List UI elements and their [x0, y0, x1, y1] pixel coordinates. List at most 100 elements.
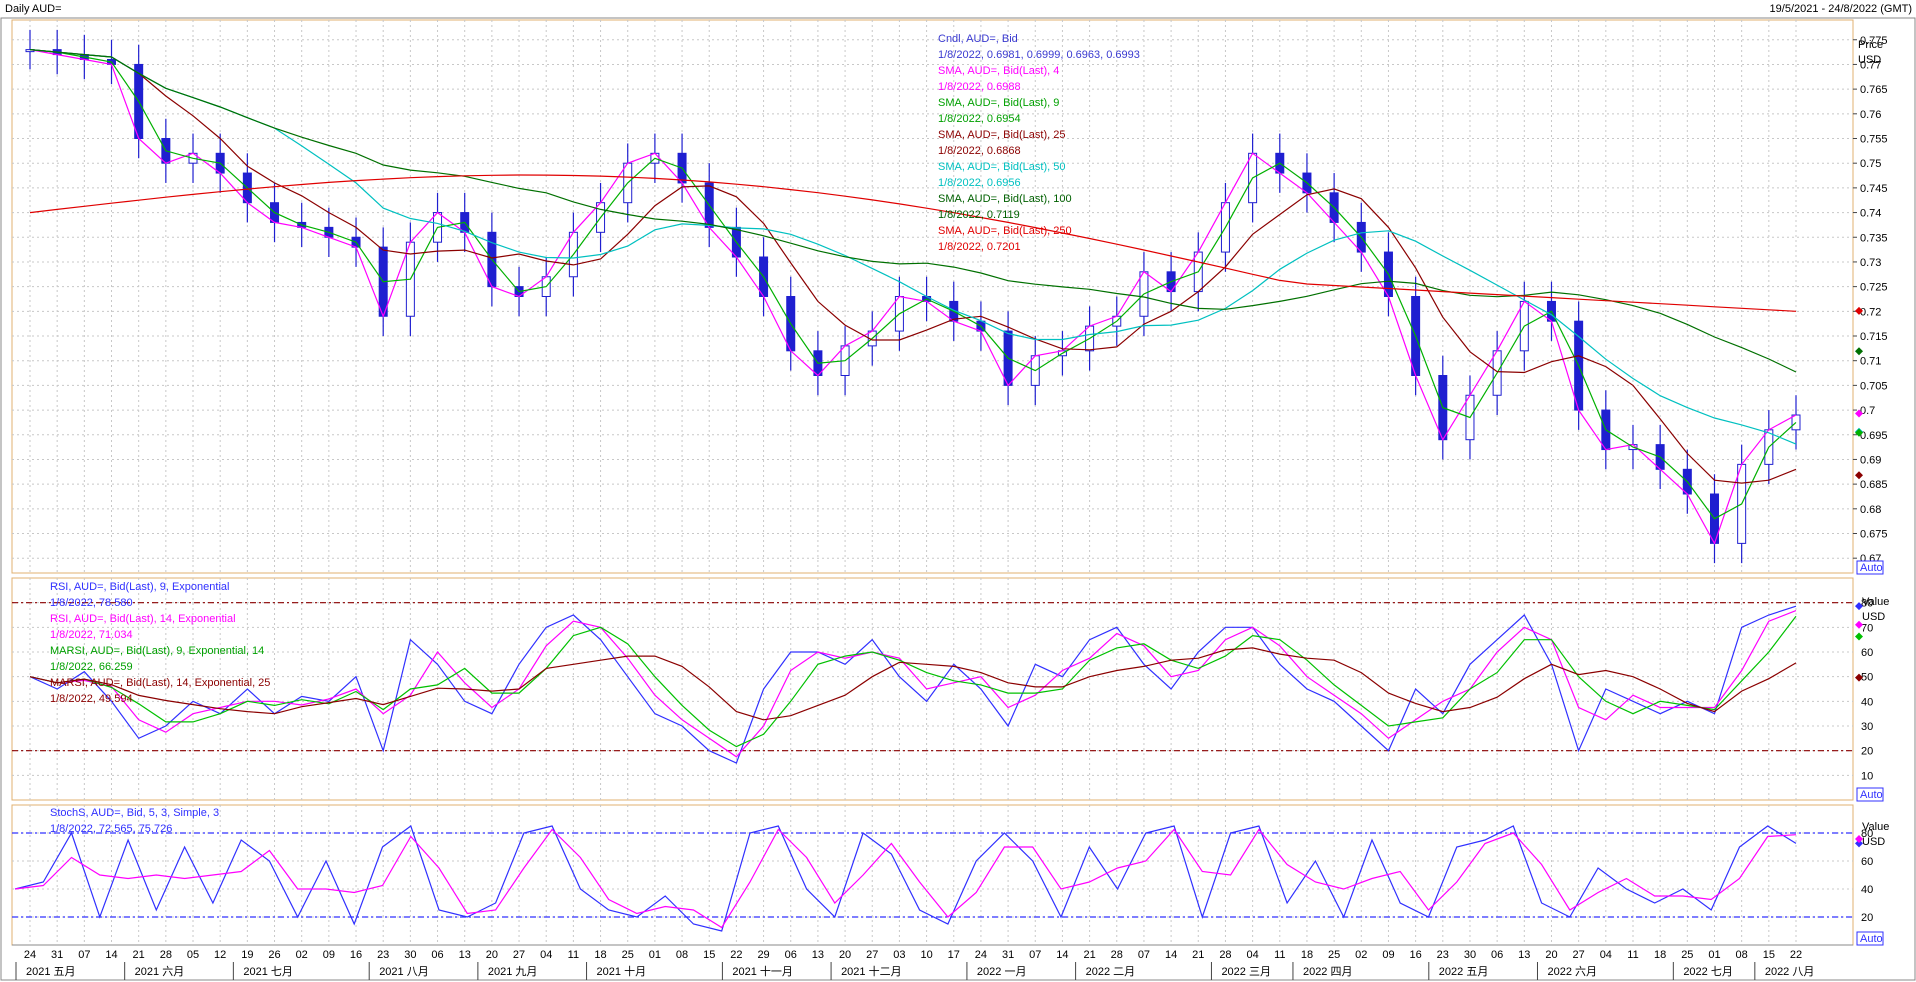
price-tick-label: 0.74 — [1860, 208, 1881, 220]
price-legend-name: Cndl, AUD=, Bid — [938, 33, 1018, 45]
sma9-line — [29, 49, 1797, 520]
x-tick-label: 04 — [540, 949, 552, 961]
sma100-line — [29, 49, 1797, 373]
price-tick-label: 0.745 — [1860, 183, 1888, 195]
x-tick-label: 12 — [214, 949, 226, 961]
x-tick-label: 31 — [1002, 949, 1014, 961]
x-tick-label: 18 — [594, 949, 606, 961]
x-tick-label: 15 — [1763, 949, 1775, 961]
x-tick-label: 10 — [920, 949, 932, 961]
rsi-legend-value: 1/8/2022, 71.034 — [50, 629, 133, 641]
x-tick-label: 05 — [187, 949, 199, 961]
x-tick-label: 11 — [1627, 949, 1638, 961]
x-tick-label: 29 — [757, 949, 769, 961]
stoch-last-marker — [1855, 834, 1863, 843]
x-tick-label: 03 — [893, 949, 905, 961]
price-legend-name: SMA, AUD=, Bid(Last), 9 — [938, 97, 1059, 109]
price-last-marker — [1855, 471, 1863, 480]
price-legend-value: 1/8/2022, 0.6868 — [938, 145, 1021, 157]
month-label: 2022 四月 — [1303, 966, 1353, 978]
x-tick-label: 28 — [160, 949, 172, 961]
price-tick-label: 0.705 — [1860, 380, 1888, 392]
price-tick-label: 0.76 — [1860, 109, 1881, 121]
x-tick-label: 06 — [785, 949, 797, 961]
price-tick-label: 0.69 — [1860, 454, 1881, 466]
x-tick-label: 16 — [1410, 949, 1422, 961]
rsi-auto-label: Auto — [1860, 789, 1883, 801]
price-tick-label: 0.72 — [1860, 306, 1881, 318]
x-tick-label: 18 — [1654, 949, 1666, 961]
x-tick-label: 23 — [1437, 949, 1449, 961]
month-label: 2021 五月 — [26, 966, 76, 978]
price-legend-value: 1/8/2022, 0.6981, 0.6999, 0.6963, 0.6993 — [938, 49, 1140, 61]
x-tick-label: 13 — [812, 949, 824, 961]
stoch-legend-value: 1/8/2022, 72.565, 75.726 — [50, 823, 172, 835]
x-tick-label: 08 — [1736, 949, 1748, 961]
x-tick-label: 07 — [1138, 949, 1150, 961]
sma4-line — [29, 49, 1797, 545]
stoch-auto-label: Auto — [1860, 933, 1883, 945]
month-label: 2022 五月 — [1439, 966, 1489, 978]
rsi-legend-value: 1/8/2022, 49.594 — [50, 693, 133, 705]
x-tick-label: 01 — [1708, 949, 1720, 961]
x-tick-label: 01 — [649, 949, 661, 961]
month-label: 2022 六月 — [1547, 965, 1597, 978]
month-label: 2021 九月 — [488, 965, 538, 978]
x-tick-label: 08 — [676, 949, 688, 961]
x-tick-label: 25 — [622, 949, 634, 961]
price-last-marker — [1855, 409, 1863, 418]
stoch-auto-box — [1856, 931, 1884, 946]
price-tick-label: 0.7 — [1860, 405, 1875, 417]
rsi-tick-label: 40 — [1861, 696, 1873, 708]
x-tick-label: 07 — [1029, 949, 1041, 961]
x-tick-label: 15 — [703, 949, 715, 961]
rsi-tick-label: 20 — [1861, 746, 1873, 758]
x-tick-label: 21 — [1083, 949, 1095, 961]
x-tick-label: 20 — [1545, 949, 1557, 961]
x-tick-label: 27 — [1573, 949, 1585, 961]
price-legend-value: 1/8/2022, 0.6988 — [938, 81, 1021, 93]
x-tick-label: 22 — [730, 949, 742, 961]
rsi-tick-label: 50 — [1861, 672, 1873, 684]
x-tick-label: 30 — [404, 949, 416, 961]
rsi-last-marker — [1855, 602, 1863, 611]
x-tick-label: 27 — [513, 949, 525, 961]
x-tick-label: 20 — [839, 949, 851, 961]
rsi-legend-name: MARSI, AUD=, Bid(Last), 9, Exponential, … — [50, 645, 264, 657]
x-tick-label: 30 — [1464, 949, 1476, 961]
x-tick-label: 14 — [1056, 949, 1068, 961]
date-range: 19/5/2021 - 24/8/2022 (GMT) — [1769, 3, 1912, 15]
x-tick-label: 09 — [1382, 949, 1394, 961]
stoch-d-line — [14, 828, 1797, 929]
price-legend-value: 1/8/2022, 0.6954 — [938, 113, 1021, 125]
x-tick-label: 06 — [1491, 949, 1503, 961]
rsi-tick-label: 80 — [1861, 598, 1873, 610]
x-tick-label: 31 — [51, 949, 63, 961]
stoch-legend-name: StochS, AUD=, Bid, 5, 3, Simple, 3 — [50, 807, 219, 819]
rsi-legend-name: RSI, AUD=, Bid(Last), 14, Exponential — [50, 613, 236, 625]
rsi-tick-label: 70 — [1861, 622, 1873, 634]
rsi-legend-name: MARSI, AUD=, Bid(Last), 14, Exponential,… — [50, 677, 270, 689]
price-tick-label: 0.775 — [1860, 35, 1888, 47]
stoch-tick-label: 80 — [1861, 828, 1873, 840]
x-tick-label: 19 — [241, 949, 253, 961]
sma250-line — [29, 174, 1797, 312]
x-tick-label: 17 — [948, 949, 960, 961]
x-tick-label: 14 — [105, 949, 117, 961]
month-label: 2021 八月 — [379, 966, 429, 978]
stoch-tick-label: 60 — [1861, 856, 1873, 868]
rsi-auto-box — [1856, 787, 1884, 802]
month-label: 2022 七月 — [1683, 965, 1733, 978]
x-tick-label: 27 — [866, 949, 878, 961]
price-last-marker — [1855, 347, 1863, 356]
stoch-tick-label: 40 — [1861, 884, 1873, 896]
price-axis-title: Price — [1858, 39, 1883, 51]
rsi-legend-value: 1/8/2022, 66.259 — [50, 661, 133, 673]
x-tick-label: 13 — [1518, 949, 1530, 961]
price-tick-label: 0.695 — [1860, 430, 1888, 442]
outer-frame — [0, 17, 1916, 981]
rsi-last-marker — [1855, 632, 1863, 641]
sma25-line — [29, 49, 1797, 484]
stoch-axis-title: Value — [1862, 821, 1889, 833]
